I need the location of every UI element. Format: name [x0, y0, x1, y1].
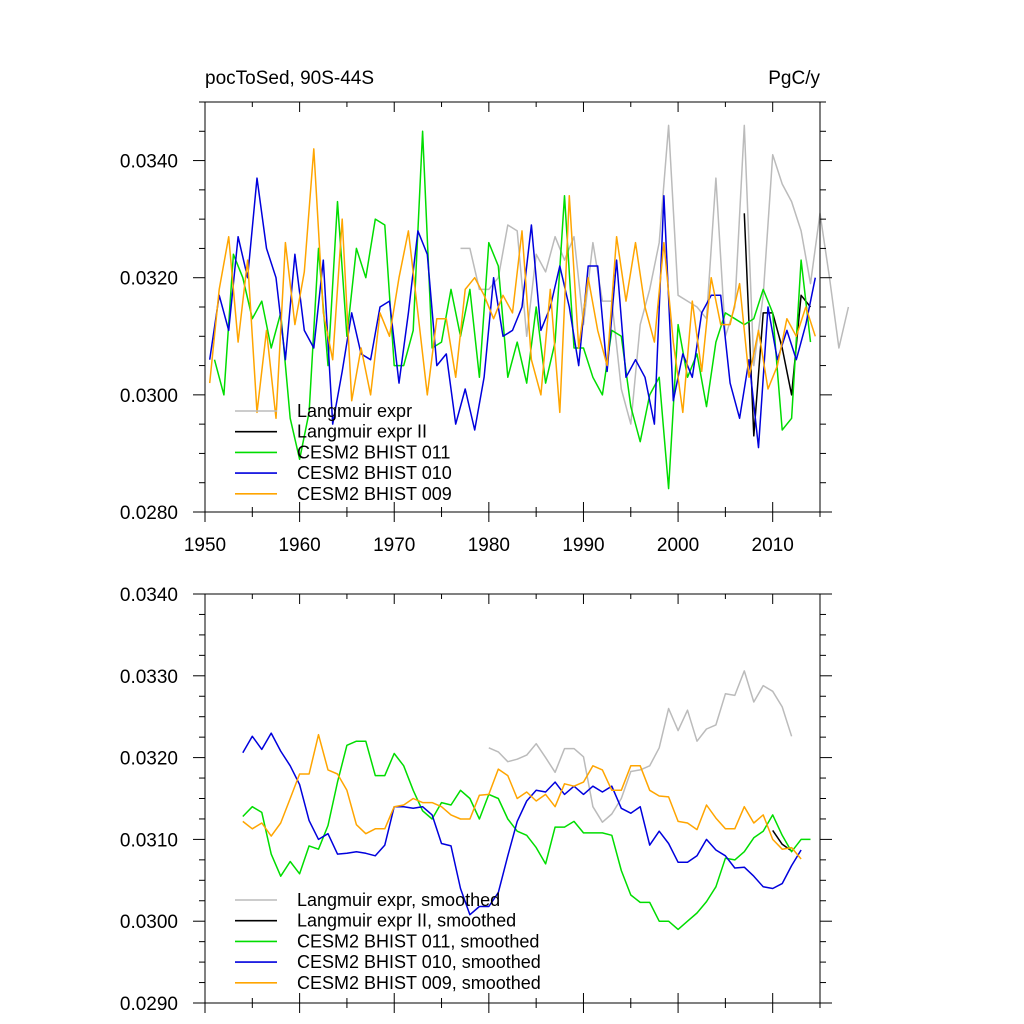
series-line-cesm2-bhist-009	[208, 148, 817, 420]
x-tick-label: 1950	[184, 535, 226, 556]
y-tick-label: 0.0330	[120, 667, 178, 688]
y-tick-label: 0.0340	[120, 585, 178, 606]
y-tick-label: 0.0320	[120, 749, 178, 770]
y-tick-label: 0.0300	[120, 386, 178, 407]
top-panel-units: PgC/y	[768, 68, 820, 89]
series-line-cesm2-bhist-009-smoothed	[242, 733, 802, 860]
x-tick-label: 1980	[468, 535, 510, 556]
legend-label: CESM2 BHIST 010, smoothed	[297, 952, 541, 972]
top-panel: pocToSed, 90S-44S PgC/y 1950 1960 1970 1980…	[120, 68, 850, 556]
x-tick-label: 1970	[373, 535, 415, 556]
bottom-panel: 0.0290 0.0300 0.0310 0.0320 0.0330 0.0340 Lang…	[120, 585, 832, 1015]
legend-label: CESM2 BHIST 009	[297, 484, 452, 504]
series-line-langmuir-expr-smoothed	[488, 670, 793, 823]
x-tick-label: 2010	[752, 535, 794, 556]
top-panel-title: pocToSed, 90S-44S	[205, 68, 374, 89]
x-tick-label: 1960	[278, 535, 320, 556]
series-line-cesm2-bhist-011-smoothed	[242, 740, 811, 931]
legend-label: CESM2 BHIST 011, smoothed	[297, 931, 539, 951]
series-line-cesm2-bhist-010-smoothed	[242, 732, 802, 916]
x-tick-label: 2000	[657, 535, 699, 556]
legend-label: Langmuir expr	[297, 401, 412, 421]
y-tick-label: 0.0290	[120, 994, 178, 1015]
legend-label: CESM2 BHIST 011	[297, 442, 450, 462]
x-tick-label: 1990	[562, 535, 604, 556]
legend-label: Langmuir expr II	[297, 422, 427, 442]
y-tick-label: 0.0280	[120, 503, 178, 524]
legend-label: CESM2 BHIST 009, smoothed	[297, 973, 541, 993]
legend-label: Langmuir expr II, smoothed	[297, 911, 516, 931]
y-tick-label: 0.0320	[120, 269, 178, 290]
y-tick-label: 0.0310	[120, 830, 178, 851]
series-line-cesm2-bhist-011	[213, 130, 812, 490]
legend-label: Langmuir expr, smoothed	[297, 890, 500, 910]
y-tick-label: 0.0340	[120, 152, 178, 173]
series-line-langmuir-expr	[460, 124, 850, 425]
legend-label: CESM2 BHIST 010	[297, 463, 452, 483]
y-tick-label: 0.0300	[120, 912, 178, 933]
